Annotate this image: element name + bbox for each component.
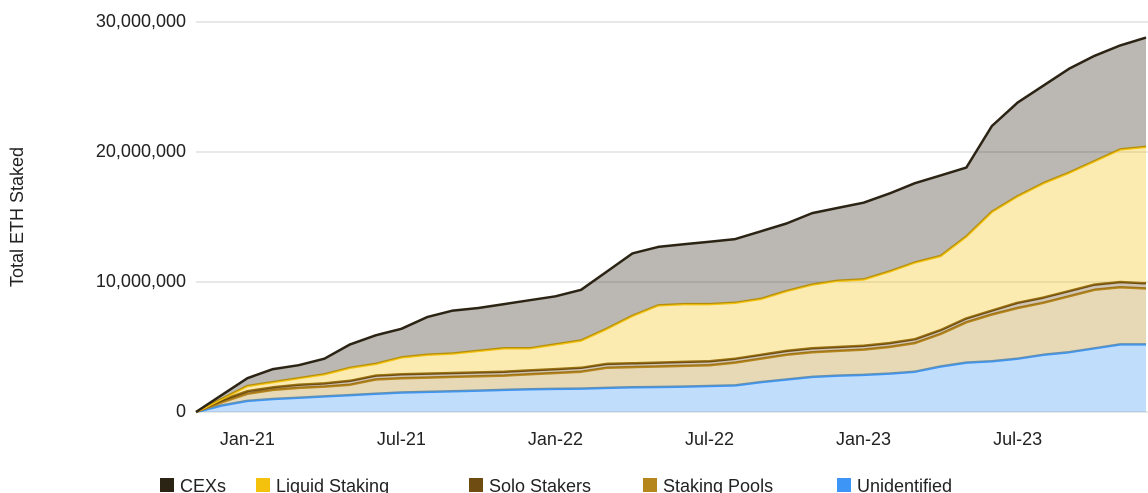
x-tick-label: Jul-21 (377, 429, 426, 449)
legend-swatch (256, 478, 270, 492)
legend-label: CEXs (180, 476, 226, 493)
area (196, 146, 1146, 413)
legend-label: Solo Stakers (489, 476, 591, 493)
x-tick-label: Jul-23 (993, 429, 1042, 449)
legend-swatch (160, 478, 174, 492)
x-tick-label: Jan-22 (528, 429, 583, 449)
area (196, 287, 1146, 412)
area-line (195, 280, 1147, 414)
area (196, 344, 1146, 412)
area-line (195, 36, 1147, 414)
area-line (195, 145, 1147, 414)
y-axis-title: Total ETH Staked (7, 147, 27, 287)
y-tick-label: 20,000,000 (96, 141, 186, 161)
legend-label: Staking Pools (663, 476, 773, 493)
legend-swatch (837, 478, 851, 492)
x-tick-label: Jul-22 (685, 429, 734, 449)
y-tick-label: 10,000,000 (96, 271, 186, 291)
area (196, 37, 1146, 412)
legend-swatch (643, 478, 657, 492)
area-line (195, 285, 1147, 414)
x-tick-label: Jan-23 (836, 429, 891, 449)
area-line (195, 343, 1146, 414)
x-tick-label: Jan-21 (220, 429, 275, 449)
legend-swatch (469, 478, 483, 492)
legend-label: Liquid Staking (276, 476, 389, 493)
y-tick-label: 0 (176, 401, 186, 421)
legend-label: Unidentified (857, 476, 952, 493)
y-tick-label: 30,000,000 (96, 11, 186, 31)
